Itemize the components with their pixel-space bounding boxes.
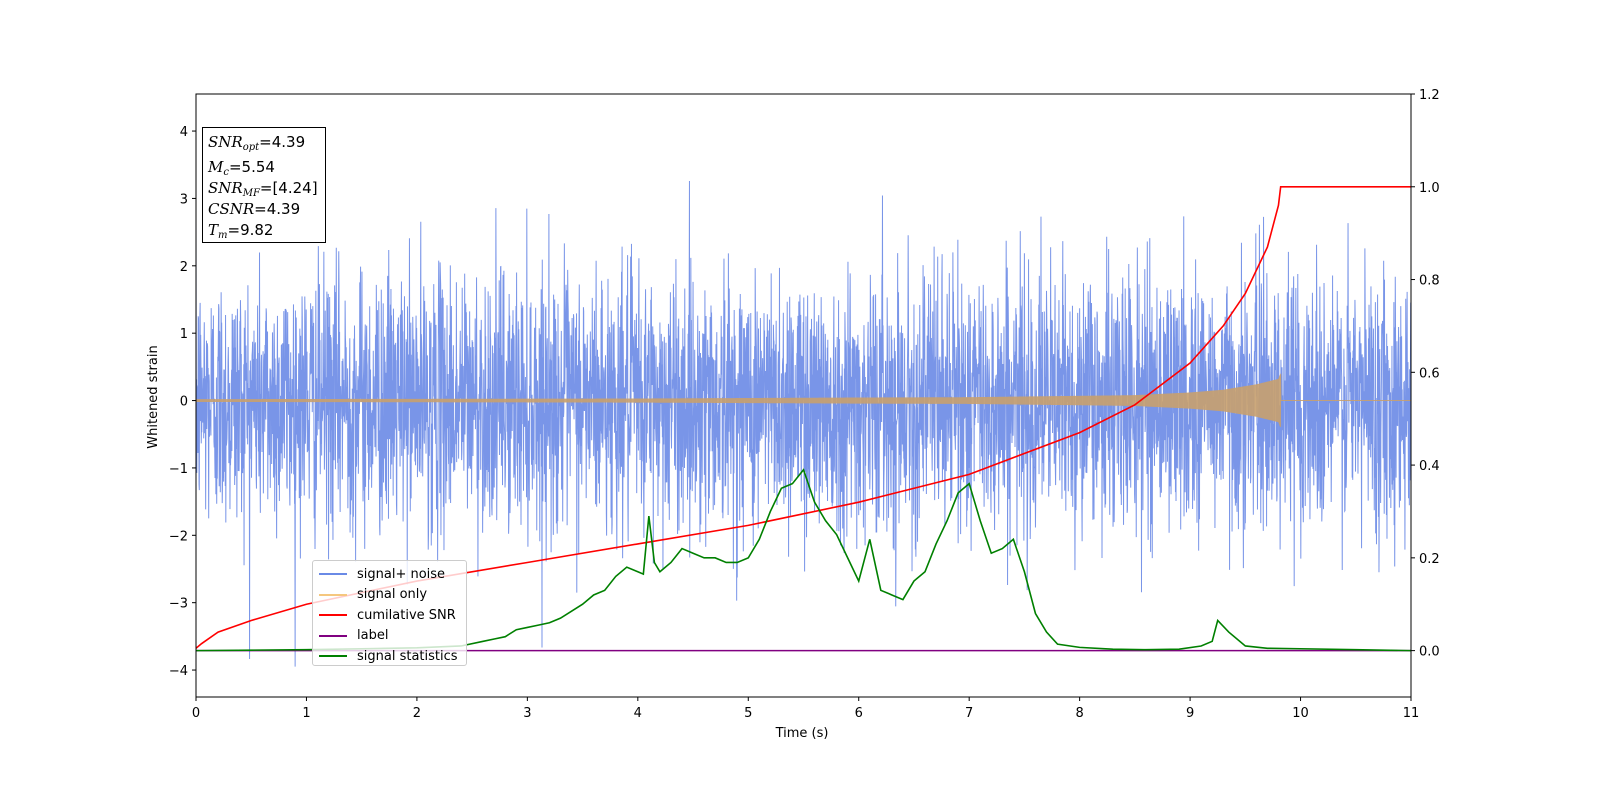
series-line-signal-only (196, 373, 1411, 427)
y-tick-label-right: 1.2 (1419, 88, 1440, 103)
y-axis-label: Whitened strain (146, 345, 161, 448)
y-tick-label-left: 1 (180, 327, 188, 342)
plot-frame (195, 93, 1412, 698)
signal-only-layer (196, 373, 1411, 427)
legend-entry-cumilative-snr: cumilative SNR (319, 605, 466, 626)
y-tick-label-right: 0.0 (1419, 645, 1440, 660)
legend-entry-signal-noise: signal+ noise (319, 564, 466, 585)
legend-label: cumilative SNR (357, 607, 456, 623)
legend: signal+ noise signal only cumilative SNR… (312, 560, 467, 666)
stats-infobox: SNRopt=4.39 Mc=5.54 SNRMF=[4.24] CSNR=4.… (202, 127, 326, 243)
csnr-line: CSNR=4.39 (208, 200, 301, 218)
y-tick-label-right: 0.8 (1419, 274, 1440, 289)
x-tick-label: 4 (634, 706, 642, 721)
y-tick-label-left: −4 (169, 664, 188, 679)
tm-line: Tm=9.82 (208, 221, 274, 241)
legend-entry-signal-statistics: signal statistics (319, 646, 466, 667)
legend-swatch (319, 614, 347, 617)
x-tick-label: 5 (744, 706, 752, 721)
y-tick-label-left: −2 (169, 529, 188, 544)
x-tick-label: 2 (413, 706, 421, 721)
x-tick-label: 10 (1292, 706, 1309, 721)
y-tick-label-right: 0.4 (1419, 459, 1440, 474)
mc-line: Mc=5.54 (208, 158, 275, 178)
legend-swatch (319, 573, 347, 576)
snr-opt-line: SNRopt=4.39 (208, 133, 306, 153)
legend-swatch (319, 655, 347, 658)
x-axis-label: Time (s) (775, 726, 829, 741)
y-tick-label-right: 1.0 (1419, 181, 1440, 196)
legend-label: signal statistics (357, 648, 458, 664)
legend-label: signal only (357, 587, 428, 603)
legend-entry-label: label (319, 626, 466, 647)
y-tick-label-left: 0 (180, 395, 188, 410)
x-tick-label: 11 (1403, 706, 1420, 721)
y-tick-label-left: 2 (180, 260, 188, 275)
x-tick-label: 1 (302, 706, 310, 721)
x-tick-label: 6 (855, 706, 863, 721)
legend-swatch (319, 634, 347, 637)
y-tick-label-left: 4 (180, 125, 188, 140)
legend-swatch (319, 593, 347, 596)
y-tick-label-right: 0.6 (1419, 366, 1440, 381)
legend-label: signal+ noise (357, 566, 446, 582)
snr-mf-line: SNRMF=[4.24] (208, 179, 318, 199)
x-tick-label: 0 (192, 706, 200, 721)
legend-entry-signal-only: signal only (319, 585, 466, 606)
series-line-cumilative-snr (196, 185, 1411, 649)
y-tick-label-left: −3 (169, 597, 188, 612)
y-tick-label-left: −1 (169, 462, 188, 477)
series-line-signal-statistics (196, 468, 1411, 652)
legend-label: label (357, 628, 389, 644)
x-tick-label: 3 (523, 706, 531, 721)
y-tick-label-right: 0.2 (1419, 552, 1440, 567)
x-tick-label: 7 (965, 706, 973, 721)
axes-layer: 0 1 2 3 4 5 6 7 8 9 10 11 −4 −3 −2 −1 0 1 2 3 4 0.0 0.2 0.4 0.6 0… (169, 88, 1440, 721)
y-tick-label-left: 3 (180, 192, 188, 207)
x-tick-label: 9 (1186, 706, 1194, 721)
x-tick-label: 8 (1075, 706, 1083, 721)
